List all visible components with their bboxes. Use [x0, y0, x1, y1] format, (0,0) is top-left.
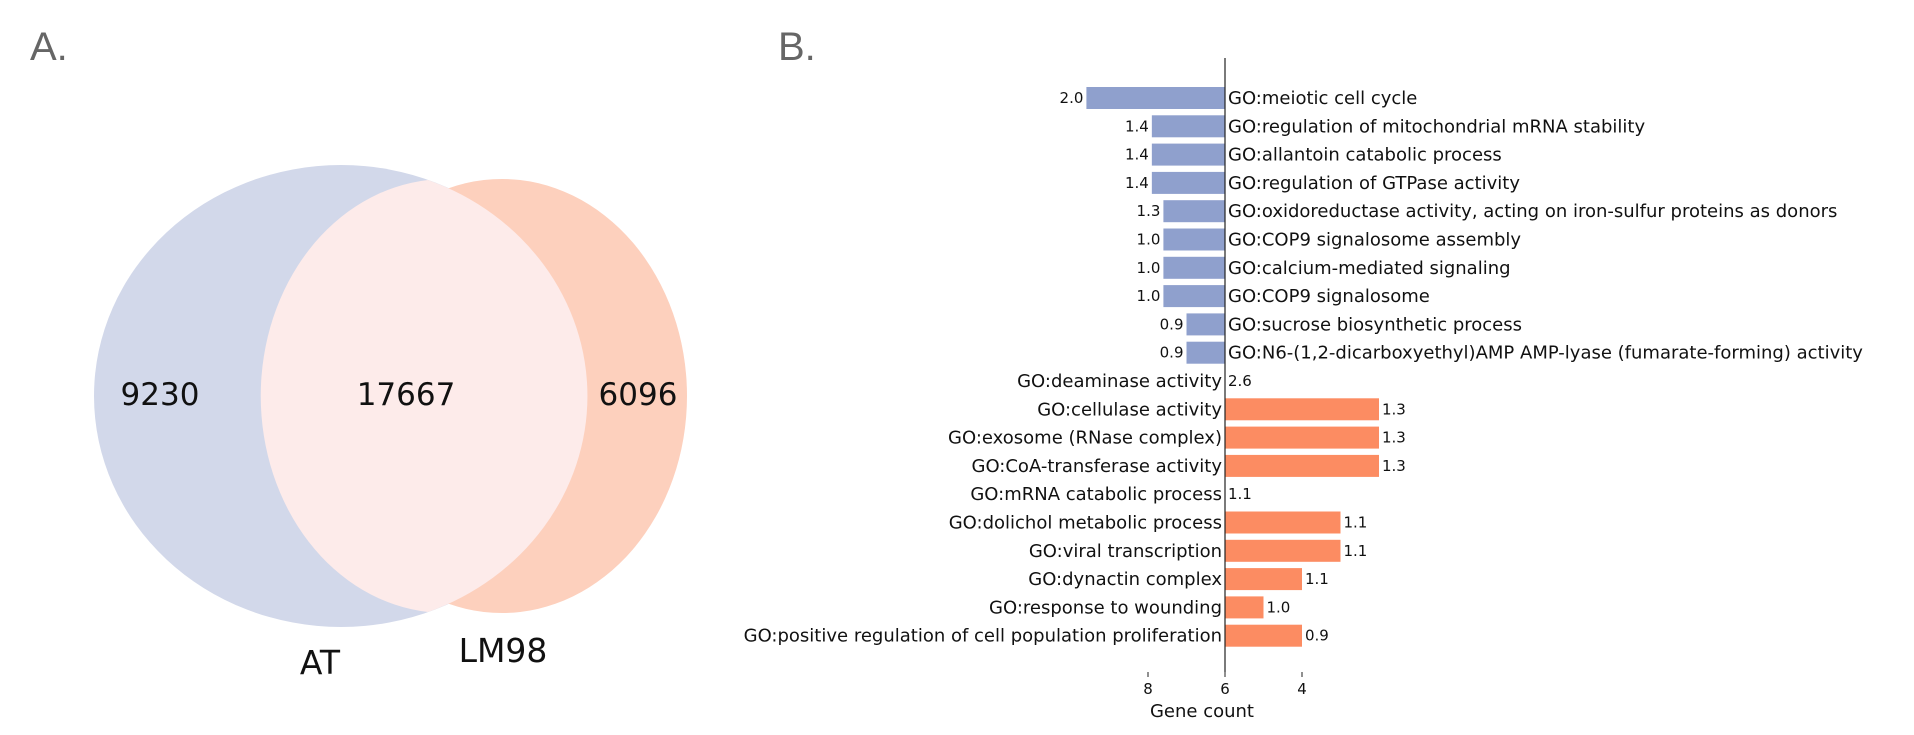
category-label-12: GO:cellulase activity	[1037, 399, 1222, 420]
value-label-18: 1.1	[1305, 570, 1329, 588]
bar-group: GO:meiotic cell cycle 2.0 GO:regulation of…	[744, 87, 1863, 647]
bar-17	[1225, 539, 1341, 562]
venn-count-at-only: 9230	[121, 377, 200, 413]
value-label-14: 1.3	[1382, 457, 1406, 475]
venn-count-intersection: 17667	[357, 377, 456, 413]
venn-label-at: AT	[300, 643, 341, 682]
bar-14	[1225, 454, 1379, 477]
x-axis-label: Gene count	[1150, 701, 1254, 722]
value-label-8: 1.0	[1137, 287, 1161, 305]
bar-20	[1225, 624, 1302, 647]
bar-7	[1163, 256, 1225, 279]
value-label-15: 1.1	[1228, 485, 1252, 503]
value-label-19: 1.0	[1267, 598, 1291, 616]
bar-3	[1151, 143, 1225, 166]
category-label-16: GO:dolichol metabolic process	[949, 513, 1222, 534]
value-label-4: 1.4	[1125, 174, 1149, 192]
bar-12	[1225, 398, 1379, 421]
panel-a-letter: A.	[30, 25, 68, 69]
bar-1	[1086, 87, 1225, 109]
category-label-4: GO:regulation of GTPase activity	[1228, 173, 1520, 194]
value-label-11: 2.6	[1228, 372, 1252, 390]
value-label-2: 1.4	[1125, 117, 1149, 135]
bar-2	[1151, 115, 1225, 138]
x-tick-label-2: 6	[1220, 680, 1230, 698]
value-label-6: 1.0	[1137, 231, 1161, 249]
category-label-20: GO:positive regulation of cell populatio…	[744, 626, 1222, 647]
bar-18	[1225, 568, 1302, 591]
bar-8	[1163, 285, 1225, 308]
x-tick-label-1: 8	[1143, 680, 1153, 698]
category-label-18: GO:dynactin complex	[1028, 569, 1222, 590]
value-label-1: 2.0	[1060, 89, 1084, 107]
value-label-16: 1.1	[1344, 514, 1368, 532]
venn-count-lm98-only: 6096	[599, 377, 678, 413]
category-label-7: GO:calcium-mediated signaling	[1228, 258, 1511, 279]
category-label-8: GO:COP9 signalosome	[1228, 286, 1430, 307]
value-label-17: 1.1	[1344, 542, 1368, 560]
category-label-1: GO:meiotic cell cycle	[1228, 88, 1417, 109]
panel-b-letter: B.	[778, 25, 816, 69]
category-label-5: GO:oxidoreductase activity, acting on ir…	[1228, 201, 1837, 222]
bar-4	[1151, 171, 1225, 194]
bar-6	[1163, 228, 1225, 251]
value-label-12: 1.3	[1382, 400, 1406, 418]
category-label-17: GO:viral transcription	[1029, 541, 1222, 562]
bar-13	[1225, 426, 1379, 449]
value-label-7: 1.0	[1137, 259, 1161, 277]
value-label-10: 0.9	[1160, 344, 1184, 362]
category-label-10: GO:N6-(1,2-dicarboxyethyl)AMP AMP-lyase …	[1228, 343, 1863, 364]
value-label-20: 0.9	[1305, 627, 1329, 645]
category-label-14: GO:CoA-transferase activity	[972, 456, 1223, 477]
bar-16	[1225, 511, 1341, 534]
bar-10	[1186, 341, 1225, 364]
bar-9	[1186, 313, 1225, 336]
x-tick-label-3: 4	[1297, 680, 1307, 698]
bar-5	[1163, 200, 1225, 223]
value-label-13: 1.3	[1382, 429, 1406, 447]
bar-19	[1225, 596, 1264, 619]
venn-label-lm98: LM98	[459, 631, 548, 670]
value-label-9: 0.9	[1160, 315, 1184, 333]
category-label-9: GO:sucrose biosynthetic process	[1228, 314, 1522, 335]
category-label-3: GO:allantoin catabolic process	[1228, 145, 1502, 166]
venn-diagram: 9230 17667 6096 AT LM98	[94, 165, 687, 682]
value-label-3: 1.4	[1125, 146, 1149, 164]
value-label-5: 1.3	[1137, 202, 1161, 220]
category-label-15: GO:mRNA catabolic process	[970, 484, 1222, 505]
category-label-2: GO:regulation of mitochondrial mRNA stab…	[1228, 116, 1645, 137]
category-label-13: GO:exosome (RNase complex)	[948, 428, 1222, 449]
category-label-19: GO:response to wounding	[989, 597, 1222, 618]
venn-overlap-region	[260, 180, 588, 612]
category-label-6: GO:COP9 signalosome assembly	[1228, 230, 1521, 251]
x-tick-group: 8 6 4	[1143, 672, 1307, 698]
category-label-11: GO:deaminase activity	[1017, 371, 1222, 392]
go-enrichment-bar-chart: GO:meiotic cell cycle 2.0 GO:regulation of…	[744, 58, 1863, 722]
